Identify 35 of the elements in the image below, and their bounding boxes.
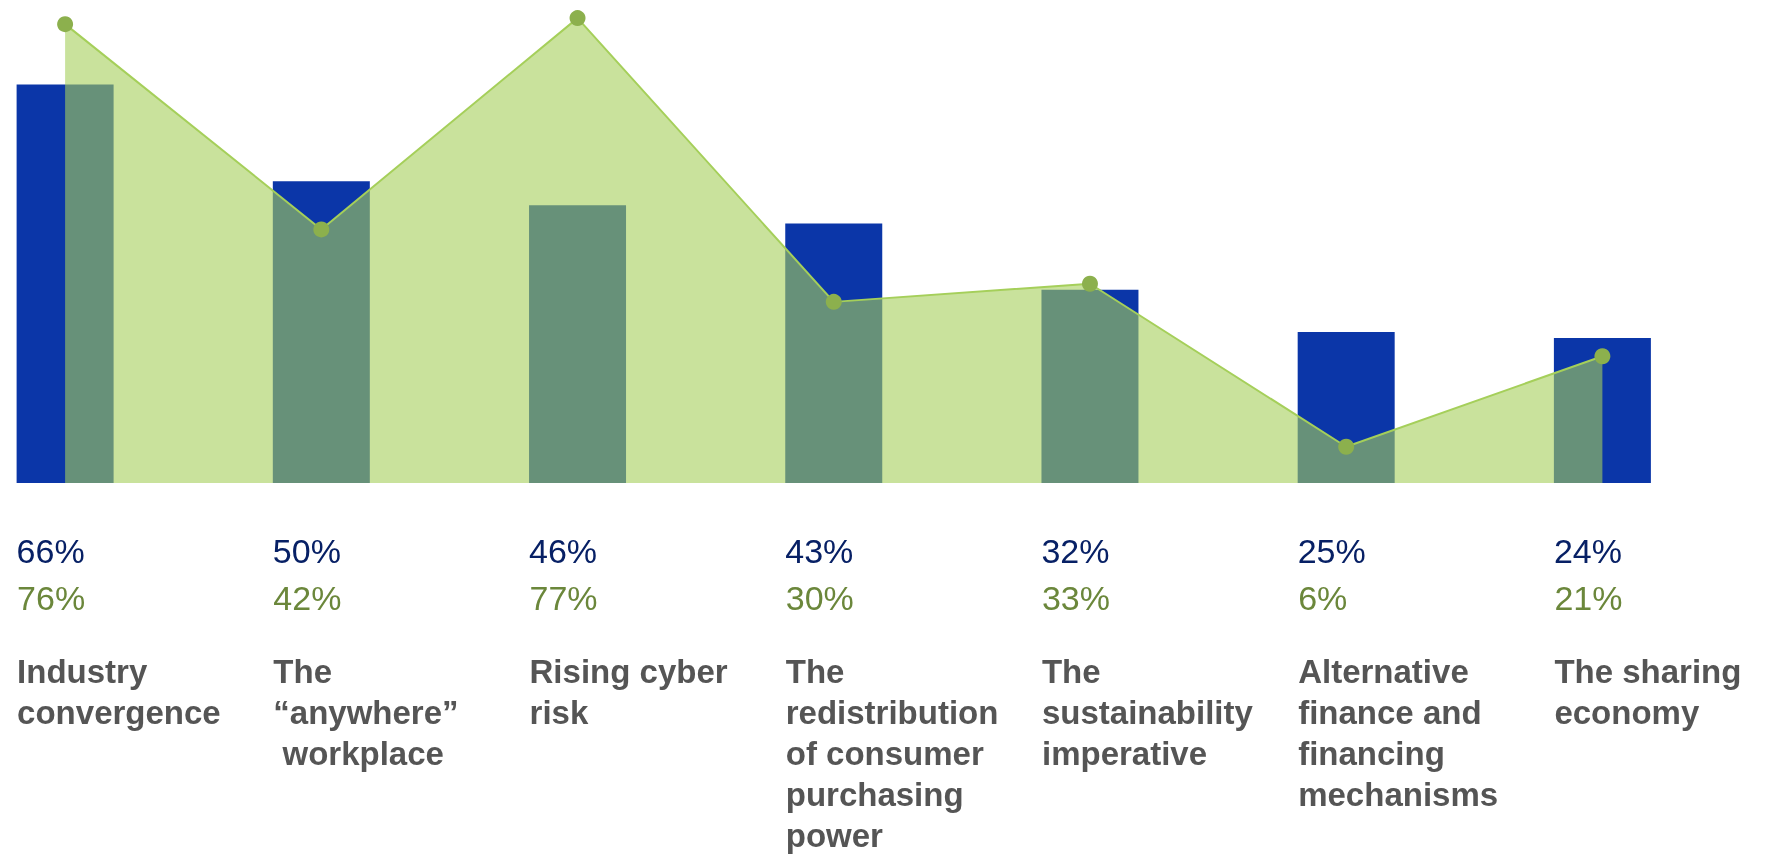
point: [313, 221, 330, 238]
bar: [1041, 289, 1139, 483]
data-label: 30%: [785, 579, 854, 617]
data-label: 66%: [16, 532, 85, 570]
bar: [1297, 332, 1395, 483]
x-tick-label: The “anywhere” workplace: [273, 653, 459, 772]
x-tick-label: Rising cyber risk: [529, 653, 737, 731]
bar: [1553, 338, 1651, 483]
x-tick-label: The sharing economy: [1554, 653, 1751, 731]
point: [57, 16, 74, 33]
bar: [529, 205, 627, 483]
data-label: 21%: [1554, 579, 1623, 617]
data-label: 6%: [1298, 579, 1348, 617]
data-label: 77%: [529, 579, 598, 617]
data-label: 32%: [1041, 532, 1110, 570]
data-label: 76%: [17, 579, 86, 617]
data-label: 42%: [273, 579, 342, 617]
bar: [272, 181, 370, 483]
point: [1594, 348, 1611, 365]
data-label: 46%: [529, 532, 598, 570]
point: [569, 10, 586, 27]
data-label: 33%: [1041, 579, 1111, 617]
x-tick-label: The sustainability imperative: [1041, 653, 1263, 772]
bar: [785, 223, 883, 483]
data-label: 50%: [272, 532, 341, 570]
point: [1338, 438, 1355, 455]
point: [825, 293, 842, 310]
x-tick-label: Industry convergence: [17, 653, 221, 731]
x-tick-label: Alternative finance and financing mechanisms: [1298, 653, 1499, 813]
bar: [16, 84, 114, 483]
data-label: 24%: [1553, 532, 1622, 570]
point: [1081, 275, 1098, 292]
data-label: 25%: [1297, 532, 1366, 570]
data-label: 43%: [785, 532, 854, 570]
x-tick-label: The redistribution of consumer purchasing power: [785, 653, 1008, 854]
